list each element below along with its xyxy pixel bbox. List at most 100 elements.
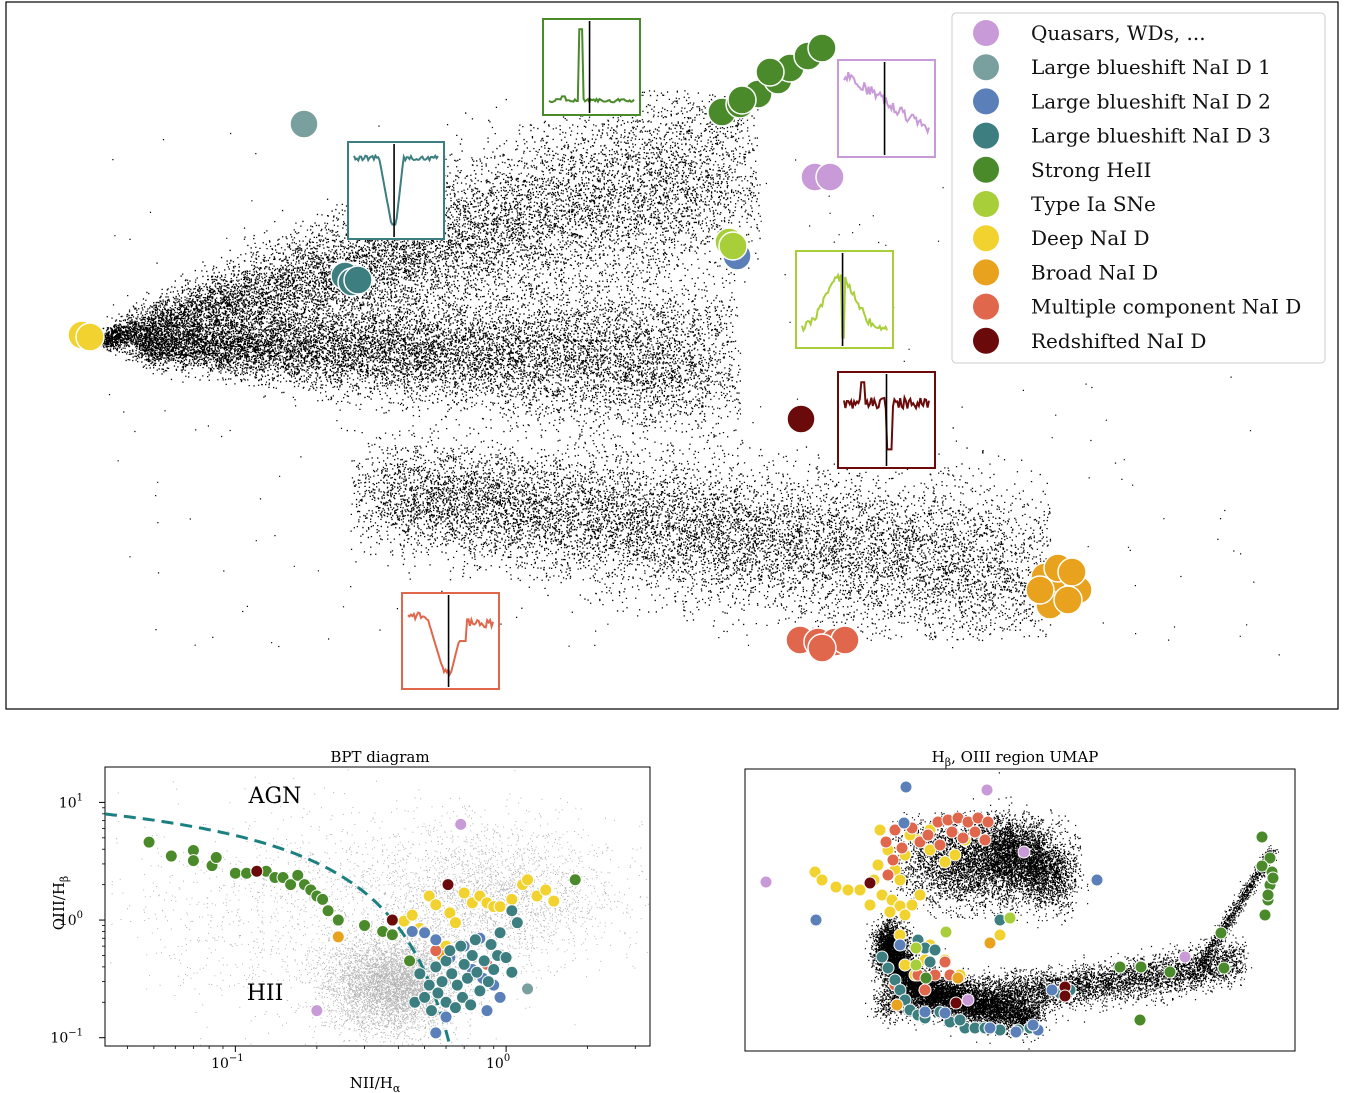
bpt-point-deep	[539, 883, 553, 897]
hb-oiii-point-blue2	[897, 816, 911, 830]
bpt-point-broad	[331, 930, 345, 944]
bpt-point-blue3	[493, 926, 507, 940]
hb-oiii-point-red	[863, 876, 877, 890]
legend-marker-quasars	[973, 20, 999, 46]
bpt-ytick-label: 100	[59, 910, 83, 929]
legend-label-heii: Strong HeII	[1031, 158, 1151, 182]
hb-oiii-point-deep	[893, 873, 907, 887]
bpt-point-heii	[331, 913, 345, 927]
legend-marker-multi	[973, 293, 999, 320]
bpt-point-red	[250, 864, 264, 878]
umap-point-red	[786, 404, 816, 434]
bpt-point-blue3	[499, 951, 513, 965]
hb-oiii-point-blue2	[893, 938, 907, 952]
hb-oiii-point-heii	[1255, 859, 1269, 873]
bpt-point-blue3	[443, 944, 457, 958]
bpt-frame	[104, 766, 651, 1047]
bpt-point-heii	[291, 868, 305, 882]
legend-box	[951, 12, 1326, 364]
hb-oiii-point-deep	[871, 858, 885, 872]
umap-point-sne	[718, 231, 748, 261]
bpt-point-blue3	[429, 960, 443, 974]
bpt-point-blue2	[429, 1026, 443, 1040]
hb-oiii-point-heii	[1163, 965, 1177, 979]
hb-oiii-point-heii	[1113, 960, 1127, 974]
hb-oiii-point-red	[1058, 989, 1072, 1003]
bpt-point-blue3	[445, 967, 459, 981]
bpt-point-blue3	[424, 1004, 438, 1018]
legend-label-quasars: Quasars, WDs, ...	[1031, 21, 1206, 45]
bpt-annotation-agn: AGN	[248, 784, 302, 809]
bpt-point-blue3	[473, 984, 487, 998]
inset-line-blue3	[353, 153, 439, 226]
bpt-point-blue3	[465, 948, 479, 962]
legend-label-multi: Multiple component NaI D	[1031, 295, 1301, 319]
inset-line-heii	[548, 28, 635, 104]
hb-oiii-point-multi	[968, 825, 982, 839]
hb-oiii-point-deep	[913, 888, 927, 902]
hb-oiii-point-blue2	[899, 780, 913, 794]
legend-label-blue2: Large blueshift NaI D 2	[1031, 89, 1271, 113]
bpt-point-deep	[547, 894, 561, 908]
bpt-point-blue2	[405, 924, 419, 938]
legend-label-deep: Deep NaI D	[1031, 226, 1150, 250]
hb-oiii-point-heii	[1133, 1013, 1147, 1027]
hb-oiii-point-deep	[993, 928, 1007, 942]
inset-spectrum-sne	[795, 250, 894, 349]
hb-oiii-point-multi	[978, 833, 992, 847]
inset-spectrum-red	[837, 371, 936, 469]
hb-oiii-point-heii	[1214, 926, 1228, 940]
legend-marker-deep	[973, 225, 999, 252]
hb-oiii-point-deep	[938, 855, 952, 869]
hb-oiii-point-blue2	[938, 1006, 952, 1020]
legend-marker-blue2	[973, 88, 999, 115]
bpt-point-heii	[316, 892, 330, 906]
hb-oiii-point-broad	[951, 971, 965, 985]
hb-oiii-frame	[744, 768, 1296, 1052]
bpt-point-blue3	[457, 957, 471, 971]
hb-oiii-point-quasars	[1178, 950, 1192, 964]
bpt-point-blue3	[487, 962, 501, 976]
umap-point-multi	[807, 633, 837, 663]
inset-spectrum-heii	[542, 18, 641, 116]
umap-main-panel: Quasars, WDs, ... Large blueshift NaI D 1…	[5, 1, 1339, 710]
bpt-point-blue1	[521, 982, 535, 996]
inset-spectrum-blue3	[347, 141, 445, 240]
umap-point-heii	[727, 85, 757, 115]
bpt-point-heii	[186, 854, 200, 868]
hb-oiii-point-blue2	[983, 1021, 997, 1035]
inset-spectrum-multi	[401, 592, 500, 690]
hb-oiii-point-deep	[948, 848, 962, 862]
hb-oiii-point-multi	[888, 823, 902, 837]
bpt-point-multi	[429, 944, 443, 958]
legend-label-blue1: Large blueshift NaI D 1	[1031, 55, 1271, 79]
bpt-point-heii	[385, 928, 399, 942]
hb-oiii-point-heii	[1134, 960, 1148, 974]
bpt-point-blue2	[429, 933, 443, 947]
hb-oiii-point-sne	[939, 925, 953, 939]
legend-label-blue3: Large blueshift NaI D 3	[1031, 124, 1271, 148]
bpt-ylabel: OIII/Hβ	[50, 876, 71, 931]
umap-marked-points	[67, 33, 1093, 663]
bpt-point-quasars	[454, 817, 468, 831]
legend-marker-red	[973, 327, 999, 354]
bpt-point-blue3	[422, 978, 436, 992]
umap-point-blue1	[289, 109, 319, 139]
bpt-point-blue3	[505, 904, 519, 918]
hb-oiii-point-sne	[909, 941, 923, 955]
bpt-point-blue2	[439, 1010, 453, 1024]
bpt-point-heii	[358, 918, 372, 932]
hb-oiii-point-deep	[853, 883, 867, 897]
bpt-ticks: 10−1 100 10−1 100 101	[50, 792, 636, 1072]
umap-point-heii	[755, 57, 785, 87]
bpt-point-blue3	[481, 975, 495, 989]
hb-oiii-title: Hβ, OIII region UMAP	[932, 748, 1099, 769]
inset-spectrum-quasars	[837, 59, 936, 158]
hb-oiii-point-blue3	[953, 1013, 967, 1027]
hb-oiii-point-multi	[938, 955, 952, 969]
bpt-xtick-label: 10−1	[211, 1053, 244, 1072]
bpt-point-blue2	[480, 1004, 494, 1018]
bpt-point-heii	[568, 873, 582, 887]
hb-oiii-point-heii	[919, 971, 933, 985]
bpt-point-heii	[142, 835, 156, 849]
